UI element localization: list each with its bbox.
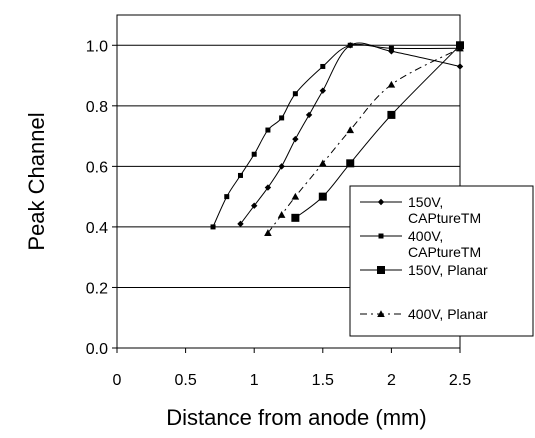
legend-label: 150V, Planar (408, 262, 488, 278)
data-point (277, 211, 286, 218)
legend-label: 400V, (408, 228, 443, 244)
data-point (388, 45, 394, 51)
data-point (346, 159, 355, 168)
data-point (318, 192, 327, 201)
x-axis-title: Distance from anode (mm) (166, 405, 426, 430)
y-tick-label: 0.6 (86, 159, 108, 176)
data-point (264, 184, 272, 191)
x-tick-label: 0.5 (174, 372, 196, 389)
data-point (264, 229, 272, 237)
data-point (279, 115, 285, 121)
legend-box (349, 185, 534, 337)
axis-ticks: 0.0 0.2 0.4 0.6 0.8 1.0 0 0.5 1 1.5 2 2.5 (86, 38, 471, 389)
y-tick-label: 0.4 (86, 220, 108, 237)
data-point (456, 63, 464, 70)
data-point (265, 127, 271, 133)
x-tick-label: 2.5 (449, 372, 471, 389)
data-point (456, 44, 464, 52)
data-point (292, 91, 298, 97)
plot-area-frame (116, 14, 461, 349)
data-point (278, 163, 285, 170)
data-point (237, 172, 243, 178)
data-point (224, 194, 230, 200)
legend-label: 150V, (408, 194, 443, 210)
series-4 (264, 44, 464, 237)
data-point (291, 213, 300, 222)
legend-label: 400V, Planar (408, 306, 488, 322)
x-tick-label: 0 (113, 372, 122, 389)
legend-label: CAPtureTM (408, 244, 481, 260)
data-point (251, 151, 257, 157)
y-tick-label: 1.0 (86, 38, 108, 55)
data-point (347, 42, 353, 48)
data-point (251, 202, 258, 209)
data-point (210, 224, 216, 230)
data-point (346, 126, 355, 134)
legend-label: CAPtureTM (408, 210, 481, 226)
x-tick-label: 2 (387, 372, 396, 389)
x-tick-label: 1.5 (312, 372, 334, 389)
data-point (387, 110, 396, 119)
y-axis-title: Peak Channel (24, 112, 49, 250)
data-point (320, 63, 326, 69)
series-group (210, 41, 464, 237)
legend-swatch-marker (377, 266, 385, 274)
data-point (237, 220, 244, 228)
data-point (319, 87, 326, 94)
legend-swatch-marker (378, 233, 384, 239)
y-tick-label: 0.8 (86, 99, 108, 116)
legend-swatch-marker (377, 198, 385, 206)
y-tick-label: 0.2 (86, 280, 108, 297)
data-point (319, 159, 327, 167)
x-tick-label: 1 (250, 372, 259, 389)
data-point (305, 111, 313, 119)
data-point (292, 135, 299, 143)
data-point (387, 80, 396, 88)
y-tick-label: 0.0 (86, 341, 108, 358)
legend-swatch-marker (377, 310, 385, 318)
data-point (291, 192, 300, 200)
